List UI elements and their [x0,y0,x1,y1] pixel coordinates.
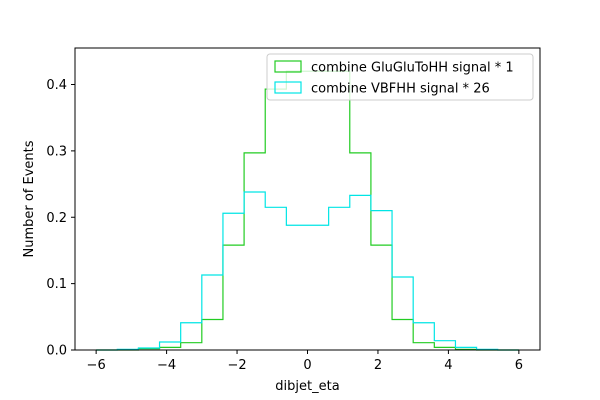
x-tick-label: 0 [303,358,311,373]
y-tick-label: 0.3 [46,144,67,159]
legend-label: combine GluGluToHH signal * 1 [311,61,514,76]
legend-swatch [274,81,302,94]
y-axis: 0.0 0.1 0.2 0.3 0.4 [46,78,75,359]
y-tick-label: 0.1 [46,277,67,292]
x-tick-label: 4 [444,358,452,373]
legend: combine GluGluToHH signal * 1 combine VBF… [266,53,534,101]
x-tick-label: 6 [515,358,523,373]
series-step-line-1 [96,70,519,351]
x-tick-label: 2 [374,358,382,373]
series-step-line-2 [96,191,519,351]
series-layer [96,70,519,351]
x-tick-label: −4 [157,358,176,373]
y-tick-label: 0.0 [46,344,67,359]
y-tick-label: 0.2 [46,211,67,226]
x-tick-label: −6 [87,358,106,373]
x-axis: −6 −4 −2 0 2 4 6 [87,350,523,373]
x-tick-label: −2 [227,358,246,373]
legend-swatch [274,60,302,73]
legend-label: combine VBFHH signal * 26 [311,82,490,97]
y-axis-label: Number of Events [22,140,37,257]
x-axis-label: dibjet_eta [275,379,339,394]
legend-frame [266,53,534,101]
y-tick-label: 0.4 [46,78,67,93]
